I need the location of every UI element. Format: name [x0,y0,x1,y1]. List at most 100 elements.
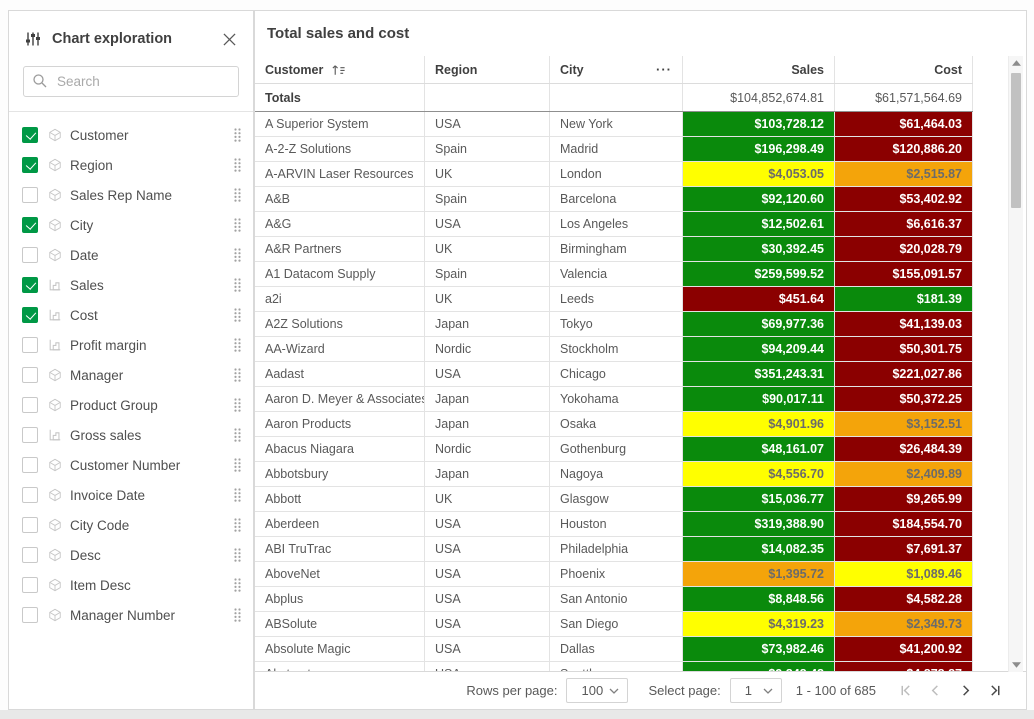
cell-sales[interactable]: $15,036.77 [683,487,835,511]
field-list-item[interactable]: Customer [9,120,253,150]
cell-cost[interactable]: $9,265.99 [835,487,973,511]
cell-region[interactable]: USA [425,662,550,672]
field-list-item[interactable]: City [9,210,253,240]
cell-city[interactable]: Tokyo [550,312,683,336]
cell-customer[interactable]: Aaron D. Meyer & Associates [255,387,425,411]
cell-customer[interactable]: Abbotsbury [255,462,425,486]
cell-sales[interactable]: $351,243.31 [683,362,835,386]
field-list-item[interactable]: Profit margin [9,330,253,360]
cell-customer[interactable]: AboveNet [255,562,425,586]
field-list-item[interactable]: Region [9,150,253,180]
cell-city[interactable]: Nagoya [550,462,683,486]
cell-city[interactable]: Valencia [550,262,683,286]
close-icon[interactable] [219,29,239,49]
field-checkbox[interactable] [22,367,38,383]
drag-handle-icon[interactable] [234,338,241,352]
column-header-sales[interactable]: Sales [683,56,835,83]
cell-region[interactable]: USA [425,562,550,586]
scroll-down-icon[interactable] [1009,658,1024,672]
first-page-button[interactable] [890,679,920,703]
cell-region[interactable]: Japan [425,312,550,336]
cell-customer[interactable]: A&B [255,187,425,211]
field-list-item[interactable]: Manager [9,360,253,390]
cell-cost[interactable]: $2,515.87 [835,162,973,186]
cell-region[interactable]: USA [425,212,550,236]
drag-handle-icon[interactable] [234,218,241,232]
cell-city[interactable]: Leeds [550,287,683,311]
cell-region[interactable]: UK [425,162,550,186]
drag-handle-icon[interactable] [234,128,241,142]
cell-customer[interactable]: Abacus Niagara [255,437,425,461]
cell-city[interactable]: San Antonio [550,587,683,611]
cell-sales[interactable]: $30,392.45 [683,237,835,261]
field-list-item[interactable]: Gross sales [9,420,253,450]
drag-handle-icon[interactable] [234,188,241,202]
select-page-select[interactable]: 1 [729,678,782,703]
cell-city[interactable]: Barcelona [550,187,683,211]
cell-customer[interactable]: A&R Partners [255,237,425,261]
cell-cost[interactable]: $155,091.57 [835,262,973,286]
cell-region[interactable]: USA [425,537,550,561]
cell-cost[interactable]: $50,301.75 [835,337,973,361]
field-list-item[interactable]: City Code [9,510,253,540]
cell-city[interactable]: Gothenburg [550,437,683,461]
cell-city[interactable]: Osaka [550,412,683,436]
field-list-item[interactable]: Date [9,240,253,270]
vertical-scrollbar[interactable] [1008,56,1023,672]
cell-customer[interactable]: A2Z Solutions [255,312,425,336]
column-header-region[interactable]: Region [425,56,550,83]
cell-cost[interactable]: $7,691.37 [835,537,973,561]
cell-cost[interactable]: $120,886.20 [835,137,973,161]
cell-region[interactable]: USA [425,637,550,661]
field-checkbox[interactable] [22,397,38,413]
cell-cost[interactable]: $53,402.92 [835,187,973,211]
cell-sales[interactable]: $94,209.44 [683,337,835,361]
drag-handle-icon[interactable] [234,578,241,592]
last-page-button[interactable] [980,679,1010,703]
ellipsis-icon[interactable]: ··· [656,61,672,77]
cell-customer[interactable]: Aberdeen [255,512,425,536]
field-list-item[interactable]: Customer Number [9,450,253,480]
cell-region[interactable]: USA [425,112,550,136]
cell-region[interactable]: Spain [425,137,550,161]
cell-city[interactable]: Chicago [550,362,683,386]
cell-customer[interactable]: A&G [255,212,425,236]
field-list-item[interactable]: Product Group [9,390,253,420]
cell-sales[interactable]: $14,082.35 [683,537,835,561]
scrollbar-thumb[interactable] [1011,73,1021,208]
cell-sales[interactable]: $4,901.96 [683,412,835,436]
cell-sales[interactable]: $8,848.56 [683,587,835,611]
cell-customer[interactable]: Aadast [255,362,425,386]
field-checkbox[interactable] [22,217,38,233]
cell-cost[interactable]: $181.39 [835,287,973,311]
cell-city[interactable]: Yokohama [550,387,683,411]
next-page-button[interactable] [950,679,980,703]
drag-handle-icon[interactable] [234,428,241,442]
cell-city[interactable]: Los Angeles [550,212,683,236]
cell-sales[interactable]: $48,161.07 [683,437,835,461]
drag-handle-icon[interactable] [234,548,241,562]
cell-sales[interactable]: $9,848.48 [683,662,835,672]
cell-region[interactable]: USA [425,362,550,386]
cell-sales[interactable]: $1,395.72 [683,562,835,586]
cell-sales[interactable]: $4,556.70 [683,462,835,486]
field-list-item[interactable]: Sales [9,270,253,300]
cell-customer[interactable]: Abstract [255,662,425,672]
cell-city[interactable]: Glasgow [550,487,683,511]
cell-customer[interactable]: AA-Wizard [255,337,425,361]
cell-cost[interactable]: $4,878.87 [835,662,973,672]
drag-handle-icon[interactable] [234,158,241,172]
cell-sales[interactable]: $12,502.61 [683,212,835,236]
field-list-item[interactable]: Item Desc [9,570,253,600]
field-checkbox[interactable] [22,187,38,203]
cell-cost[interactable]: $4,582.28 [835,587,973,611]
cell-sales[interactable]: $196,298.49 [683,137,835,161]
cell-region[interactable]: Japan [425,462,550,486]
cell-cost[interactable]: $1,089.46 [835,562,973,586]
field-checkbox[interactable] [22,247,38,263]
cell-city[interactable]: Houston [550,512,683,536]
field-list-item[interactable]: Sales Rep Name [9,180,253,210]
drag-handle-icon[interactable] [234,308,241,322]
cell-customer[interactable]: A Superior System [255,112,425,136]
field-checkbox[interactable] [22,157,38,173]
